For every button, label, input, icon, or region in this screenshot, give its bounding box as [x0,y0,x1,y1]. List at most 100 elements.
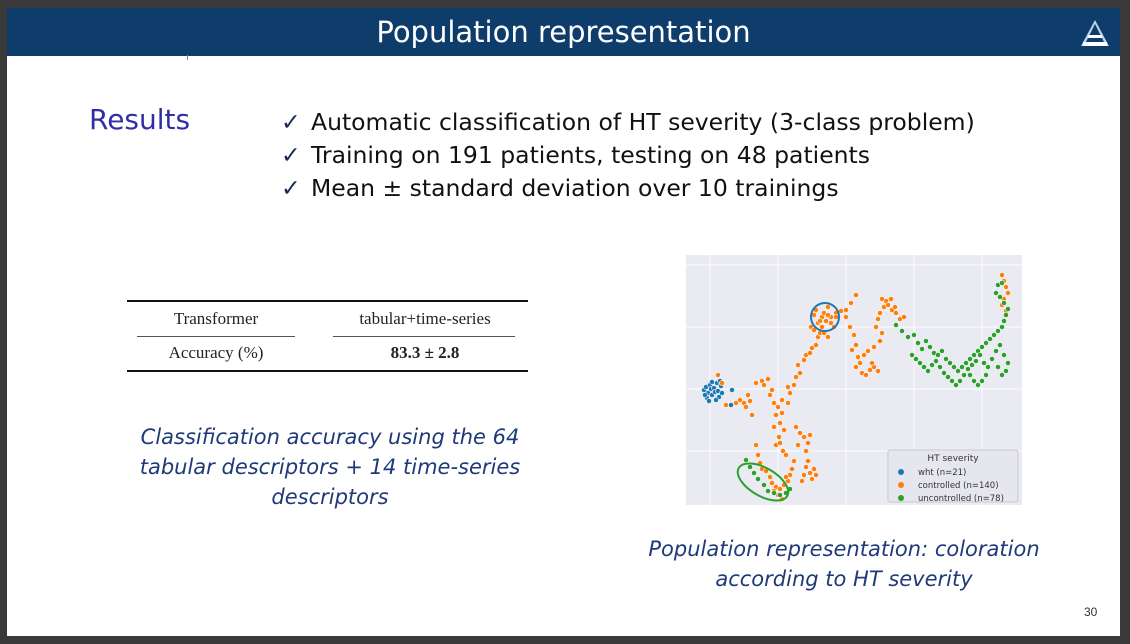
scatter-point [959,364,965,370]
scatter-point [825,334,831,340]
scatter-point [977,352,983,358]
scatter-point [801,434,807,440]
scatter-point [1005,306,1011,312]
scatter-point [789,466,795,472]
scatter-point [913,356,919,362]
scatter-point [857,360,863,366]
scatter-point [811,327,817,333]
scatter-point [939,348,945,354]
scatter-point [987,336,993,342]
section-label: Results [89,103,191,136]
scatter-point [799,478,805,484]
scatter-point [823,318,829,324]
scatter-point [828,320,834,326]
scatter-point [969,362,975,368]
legend-entry: uncontrolled (n=78) [918,494,1004,504]
scatter-point [805,440,811,446]
legend-marker [898,469,904,475]
scatter-point [779,397,785,403]
scatter-point [793,424,799,430]
scatter-point [993,290,999,296]
scatter-point [813,342,819,348]
scatter-point [819,324,825,330]
scatter-point [765,376,771,382]
scatter-point [849,347,855,353]
scatter-point [702,392,708,398]
legend-entry: controlled (n=140) [918,481,999,491]
scatter-point [867,367,873,373]
scatter-point [791,458,797,464]
scatter-point [955,368,961,374]
scatter-point [961,372,967,378]
scatter-point [971,378,977,384]
scatter-point [761,482,767,488]
scatter-point [713,397,719,403]
scatter-point [747,398,753,404]
scatter-point [979,378,985,384]
scatter-point [967,356,973,362]
scatter-point [728,402,734,408]
scatter-point [979,344,985,350]
scatter-point [929,362,935,368]
scatter-point [877,338,883,344]
scatter-point [715,372,721,378]
scatter-point [777,492,783,498]
check-icon: ✓ [281,141,301,169]
scatter-point [963,360,969,366]
scatter-point [923,338,929,344]
scatter-point [997,342,1003,348]
scatter-point [893,310,899,316]
scatter-point [777,486,783,492]
results-table: Transformer tabular+time-series Accuracy… [127,300,528,372]
scatter-point [927,344,933,350]
scatter-point [775,404,781,410]
plot-legend: HT severity wht (n=21) controlled (n=140… [887,449,1019,504]
scatter-point [893,322,899,328]
scatter-point [879,330,885,336]
page-number: 30 [1084,605,1098,619]
slide: Population representation Results ✓ Autom… [7,8,1120,636]
scatter-point [933,358,939,364]
scatter-point [999,280,1005,286]
bullet-item: ✓ Mean ± standard deviation over 10 train… [281,172,975,205]
scatter-point [919,346,925,352]
scatter-point [706,398,712,404]
scatter-point [975,382,981,388]
table-cell: Accuracy (%) [168,343,264,362]
scatter-point [991,332,997,338]
bullet-text: Mean ± standard deviation over 10 traini… [311,174,839,202]
scatter-point [853,342,859,348]
table-header-cell: Transformer [173,309,259,328]
slide-title: Population representation [376,15,751,49]
check-icon: ✓ [281,108,301,136]
table-header-cell: tabular+time-series [359,309,491,328]
table-header-row: Transformer tabular+time-series [127,302,528,337]
scatter-point [905,334,911,340]
triangle-a-logo-icon [1081,20,1109,46]
scatter-point [951,364,957,370]
scatter-point [935,352,941,358]
scatter-point [795,362,801,368]
scatter-point [947,360,953,366]
scatter-point [777,420,783,426]
scatter-point [989,356,995,362]
scatter-point [888,296,894,302]
scatter-point [769,480,775,486]
scatter-point [801,472,807,478]
legend-title: HT severity [927,454,979,464]
legend-entry: wht (n=21) [918,468,966,478]
scatter-point [771,424,777,430]
scatter-point [785,384,791,390]
scatter-point [915,340,921,346]
scatter-point [801,357,807,363]
scatter-point [780,448,786,454]
scatter-point [1003,284,1009,290]
scatter-point [995,328,1001,334]
scatter-point [875,316,881,322]
scatter-point [853,364,859,370]
scatter-point [871,344,877,350]
scatter-point [985,364,991,370]
scatter-point [973,358,979,364]
scatter-point [767,474,773,480]
bullet-list: ✓ Automatic classification of HT severity… [281,106,975,205]
